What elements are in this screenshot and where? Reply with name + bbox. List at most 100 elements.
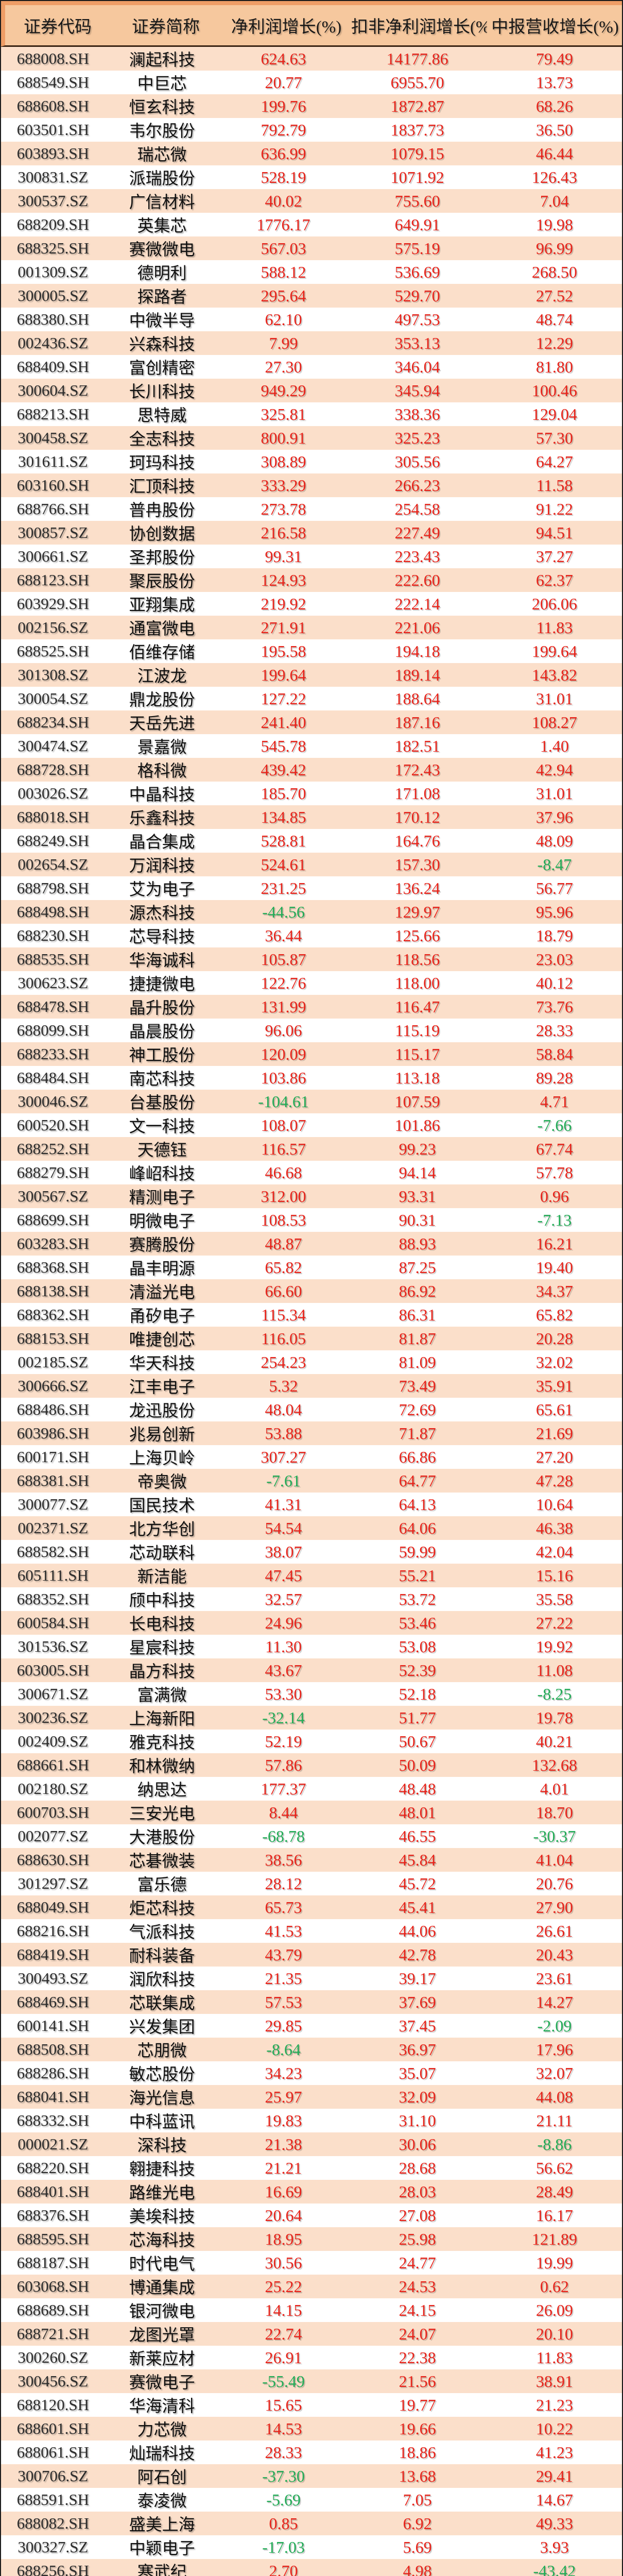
table-row: 600703.SH 三安光电 8.44 48.01 18.70 [0,1801,623,1824]
non-gaap-cell: 42.78 [399,1945,436,1964]
table-row: 688120.SH 华海清科 15.65 19.77 21.23 [0,2393,623,2417]
net-profit-cell: -37.30 [262,2466,305,2485]
table-row: 688233.SH 神工股份 120.09 115.17 58.84 [0,1042,623,1066]
code-cell: 000021.SZ [18,2135,89,2153]
code-cell: 300604.SZ [18,381,89,399]
revenue-cell: 19.98 [535,215,573,234]
revenue-cell: 32.07 [535,2063,573,2082]
non-gaap-cell: 81.87 [399,1329,436,1348]
revenue-cell: 62.37 [535,570,573,589]
revenue-cell: 129.04 [531,404,577,423]
table-row: 300857.SZ 协创数据 216.58 227.49 94.51 [0,521,623,545]
non-gaap-cell: 1837.73 [390,120,444,139]
non-gaap-cell: 30.06 [399,2134,436,2154]
code-cell: 688082.SH [16,2514,90,2532]
name-cell: 北方华创 [129,1520,195,1538]
revenue-cell: -30.37 [533,1826,576,1845]
revenue-cell: 42.04 [535,1542,573,1561]
net-profit-cell: 800.91 [261,428,306,447]
name-cell: 峰岹科技 [129,1164,195,1183]
code-cell: 688249.SH [16,832,90,850]
net-profit-cell: 34.23 [265,2063,302,2082]
revenue-cell: -2.09 [537,2016,572,2035]
table-row: 688380.SH 中微半导 62.10 497.53 48.74 [0,308,623,331]
revenue-cell: 40.21 [535,1732,573,1751]
revenue-cell: 49.33 [535,2514,573,2533]
table-row: 301308.SZ 江波龙 199.64 189.14 143.82 [0,663,623,687]
code-cell: 688409.SH [16,358,90,376]
net-profit-cell: 216.58 [261,523,306,542]
name-cell: 芯碁微装 [129,1852,195,1870]
code-cell: 688332.SH [16,2111,90,2129]
column-header-name: 证券简称 [132,18,200,37]
revenue-cell: 57.78 [535,1163,573,1182]
net-profit-cell: 48.87 [265,1234,302,1253]
non-gaap-cell: 125.66 [394,926,440,945]
name-cell: 国民技术 [129,1496,195,1515]
code-cell: 688525.SH [16,642,90,660]
net-profit-cell: 20.77 [265,73,302,92]
net-profit-cell: 66.60 [265,1281,302,1300]
code-cell: 301611.SZ [18,452,88,470]
name-cell: 派瑞股份 [129,169,195,188]
non-gaap-cell: 72.69 [399,1400,436,1419]
net-profit-cell: 21.38 [265,2134,302,2154]
code-cell: 300046.SZ [18,1092,89,1110]
table-row: 688591.SH 泰凌微 -5.69 7.05 14.67 [0,2488,623,2512]
table-row: 688601.SH 力芯微 14.53 19.66 10.22 [0,2417,623,2441]
net-profit-cell: 96.06 [265,1021,302,1040]
non-gaap-cell: 649.91 [394,215,440,234]
revenue-cell: 13.73 [535,73,573,92]
table-row: 688728.SH 格科微 439.42 172.43 42.94 [0,758,623,782]
net-profit-cell: -55.49 [262,2371,305,2391]
non-gaap-cell: 25.98 [399,2229,436,2248]
non-gaap-cell: 52.39 [399,1660,436,1680]
table-row: 688061.SH 灿瑞科技 28.33 18.86 41.23 [0,2441,623,2464]
non-gaap-cell: 194.18 [394,641,440,660]
non-gaap-cell: 19.77 [399,2395,436,2414]
net-profit-cell: 116.05 [261,1329,306,1348]
revenue-cell: 37.96 [535,807,573,826]
net-profit-cell: 47.45 [265,1566,302,1585]
revenue-cell: 100.46 [531,381,577,400]
name-cell: 晶丰明源 [129,1259,195,1278]
revenue-cell: 4.01 [540,1779,569,1798]
column-header-net-profit: 净利润增长(%) [231,18,342,37]
net-profit-cell: 20.64 [265,2206,302,2225]
table-row: 300458.SZ 全志科技 800.91 325.23 57.30 [0,426,623,450]
revenue-cell: 17.96 [535,2040,573,2059]
revenue-cell: 41.04 [535,1850,573,1869]
net-profit-cell: 46.68 [265,1163,302,1182]
code-cell: 688138.SH [16,1282,90,1300]
name-cell: 江丰电子 [129,1378,195,1396]
column-header-code: 证券代码 [24,18,92,37]
table-row: 688049.SH 炬芯科技 65.73 45.41 27.90 [0,1895,623,1919]
revenue-cell: -8.25 [537,1684,572,1703]
name-cell: 佰维存储 [129,643,195,662]
table-row: 301536.SZ 星宸科技 11.30 53.08 19.92 [0,1635,623,1658]
non-gaap-cell: 755.60 [394,191,440,210]
name-cell: 长电科技 [129,1615,195,1633]
table-row: 688630.SH 芯碁微装 38.56 45.84 41.04 [0,1848,623,1872]
revenue-cell: 57.30 [535,428,573,447]
code-cell: 688591.SH [16,2490,90,2509]
revenue-cell: 36.50 [535,120,573,139]
non-gaap-cell: 50.09 [399,1755,436,1774]
net-profit-cell: 131.99 [261,997,306,1016]
net-profit-cell: 52.19 [265,1732,302,1751]
revenue-cell: 126.43 [531,167,577,187]
non-gaap-cell: 254.58 [394,499,440,518]
net-profit-cell: -7.61 [266,1471,301,1490]
code-cell: 603929.SH [16,595,90,613]
code-cell: 300456.SZ [18,2372,89,2390]
table-row: 688525.SH 佰维存储 195.58 194.18 199.64 [0,639,623,663]
name-cell: 兆易创新 [129,1425,195,1444]
table-row: 603501.SH 韦尔股份 792.79 1837.73 36.50 [0,118,623,142]
code-cell: 688601.SH [16,2419,90,2437]
code-cell: 600584.SH [16,1614,90,1632]
code-cell: 603005.SH [16,1661,90,1679]
revenue-cell: 14.27 [535,1992,573,2011]
net-profit-cell: 7.99 [269,333,298,352]
code-cell: 688216.SH [16,1922,90,1940]
